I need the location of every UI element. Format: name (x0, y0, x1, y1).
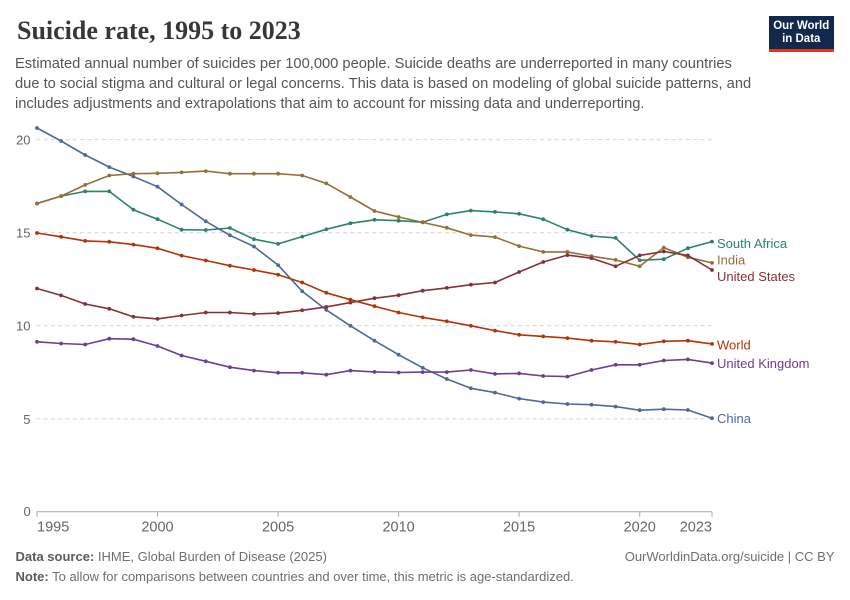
svg-text:United States: United States (717, 269, 796, 284)
svg-text:5: 5 (23, 412, 30, 427)
svg-text:10: 10 (16, 319, 30, 334)
svg-text:2010: 2010 (382, 520, 414, 536)
svg-text:20: 20 (16, 133, 30, 148)
svg-text:2020: 2020 (624, 520, 656, 536)
svg-text:15: 15 (16, 226, 30, 241)
svg-text:United Kingdom: United Kingdom (717, 356, 810, 371)
svg-text:World: World (717, 337, 751, 352)
svg-text:2023: 2023 (680, 520, 712, 536)
svg-text:India: India (717, 252, 746, 267)
svg-text:China: China (717, 411, 752, 426)
svg-text:South Africa: South Africa (717, 236, 788, 251)
svg-text:2005: 2005 (262, 520, 294, 536)
svg-text:2015: 2015 (503, 520, 535, 536)
svg-text:2000: 2000 (141, 520, 173, 536)
svg-text:0: 0 (23, 504, 30, 519)
svg-text:1995: 1995 (37, 520, 69, 536)
